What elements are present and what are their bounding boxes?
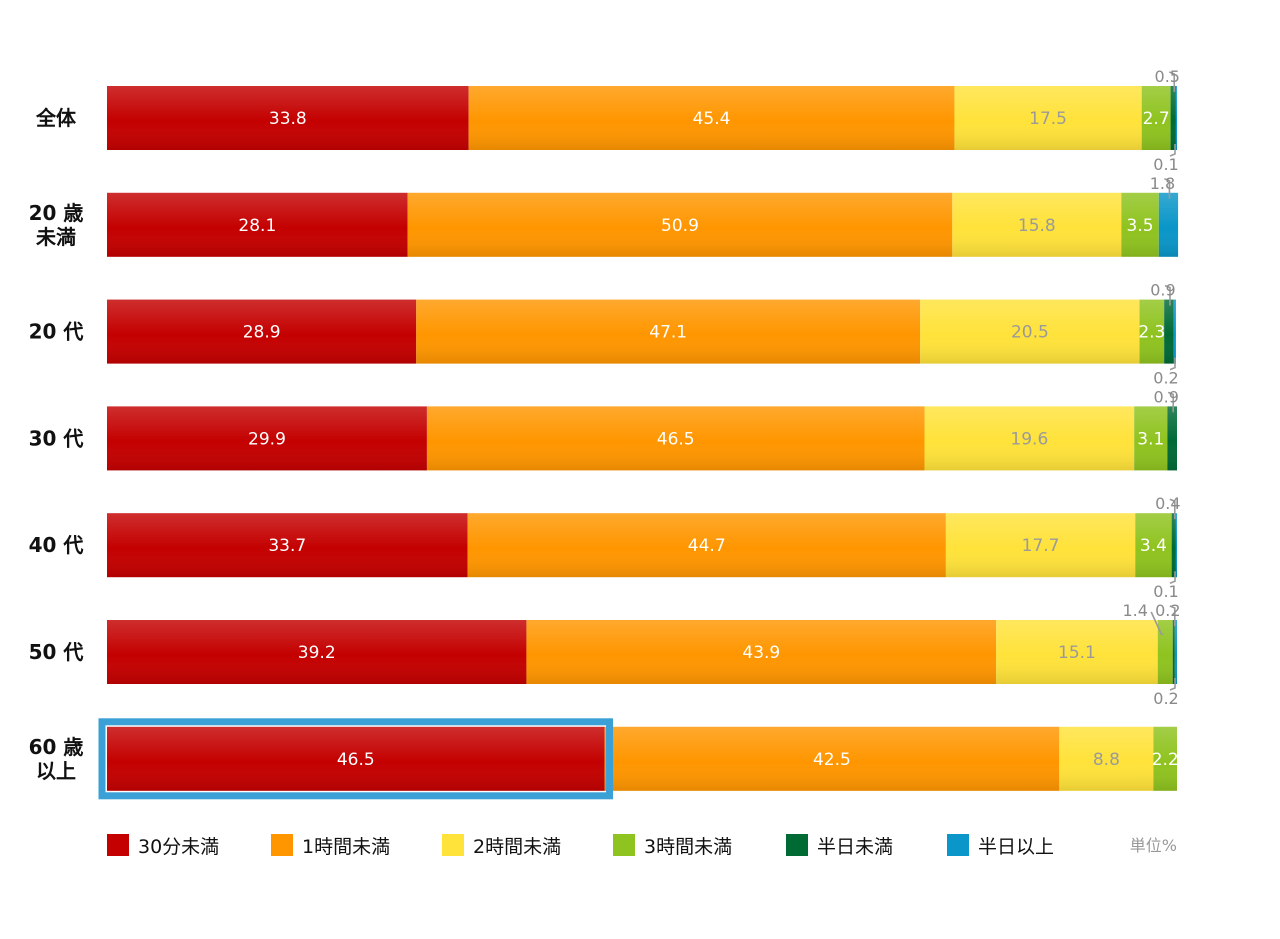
legend-item-3時間未満: 3時間未満 bbox=[613, 834, 732, 858]
value-label-50代-3時間未満: 1.4 bbox=[1123, 601, 1148, 620]
row-label-20代: 20 代 bbox=[29, 320, 84, 344]
leader-line-全体-半日以上 bbox=[1169, 144, 1176, 157]
legend-swatch-30分未満 bbox=[107, 834, 129, 856]
leader-line-50代-3時間未満 bbox=[1150, 611, 1164, 635]
value-label-30代-1時間未満: 46.5 bbox=[657, 429, 695, 449]
legend-swatch-2時間未満 bbox=[442, 834, 464, 856]
legend-label-2時間未満: 2時間未満 bbox=[473, 836, 561, 858]
leader-line-30代-半日未満 bbox=[1167, 391, 1174, 413]
value-label-40代-半日未満: 0.4 bbox=[1155, 494, 1180, 513]
value-label-50代-1時間未満: 43.9 bbox=[742, 643, 780, 663]
legend-swatch-半日以上 bbox=[947, 834, 969, 856]
row-label-全体: 全体 bbox=[35, 106, 77, 130]
row-label-30代: 30 代 bbox=[29, 426, 84, 450]
legend-item-半日以上: 半日以上 bbox=[947, 834, 1054, 858]
unit-label: 単位% bbox=[1130, 836, 1177, 855]
value-label-60歳以上-2時間未満: 8.8 bbox=[1093, 750, 1120, 770]
row-label-20歳未満: 20 歳未満 bbox=[29, 201, 84, 249]
bar-segment-20代-半日未満 bbox=[1164, 299, 1174, 364]
value-label-40代-2時間未満: 17.7 bbox=[1022, 536, 1060, 556]
value-label-全体-3時間未満: 2.7 bbox=[1143, 109, 1170, 129]
legend: 30分未満 1時間未満 2時間未満 3時間未満 半日未満 半日以上 bbox=[107, 834, 1054, 858]
legend-label-半日未満: 半日未満 bbox=[817, 836, 893, 858]
value-label-全体-2時間未満: 17.5 bbox=[1029, 109, 1067, 129]
value-label-40代-半日以上: 0.1 bbox=[1153, 582, 1178, 601]
bar-segment-30代-半日未満 bbox=[1167, 406, 1177, 471]
value-label-20歳未満-2時間未満: 15.8 bbox=[1018, 216, 1056, 236]
value-label-30代-半日未満: 0.9 bbox=[1153, 387, 1178, 406]
bar-segment-40代-半日未満 bbox=[1171, 513, 1176, 578]
leader-line-50代-半日未満 bbox=[1169, 605, 1176, 626]
legend-item-1時間未満: 1時間未満 bbox=[271, 834, 390, 858]
value-label-20歳未満-3時間未満: 3.5 bbox=[1127, 216, 1154, 236]
value-label-20代-1時間未満: 47.1 bbox=[649, 323, 687, 343]
value-label-40代-3時間未満: 3.4 bbox=[1140, 536, 1167, 556]
value-label-20代-3時間未満: 2.3 bbox=[1138, 323, 1165, 343]
bar-segment-50代-半日未満 bbox=[1172, 620, 1175, 684]
bar-segment-20歳未満-半日以上 bbox=[1158, 192, 1179, 257]
value-label-50代-30分未満: 39.2 bbox=[298, 643, 336, 663]
bar-segment-50代-半日以上 bbox=[1174, 620, 1177, 684]
value-label-20代-30分未満: 28.9 bbox=[243, 323, 281, 343]
row-label-40代: 40 代 bbox=[29, 533, 84, 557]
bar-segment-40代-半日以上 bbox=[1175, 513, 1177, 578]
leader-line-20代-半日未満 bbox=[1164, 284, 1171, 306]
value-label-60歳以上-3時間未満: 2.2 bbox=[1152, 750, 1179, 770]
value-label-40代-30分未満: 33.7 bbox=[268, 536, 306, 556]
leader-line-20歳未満-半日以上 bbox=[1164, 178, 1171, 199]
leader-line-40代-半日未満 bbox=[1169, 498, 1176, 520]
value-label-50代-半日以上: 0.2 bbox=[1153, 689, 1178, 708]
value-label-20代-2時間未満: 20.5 bbox=[1011, 323, 1049, 343]
value-label-50代-2時間未満: 15.1 bbox=[1058, 643, 1096, 663]
legend-item-半日未満: 半日未満 bbox=[786, 834, 893, 858]
value-label-60歳以上-1時間未満: 42.5 bbox=[813, 750, 851, 770]
value-label-全体-1時間未満: 45.4 bbox=[693, 109, 731, 129]
value-label-20歳未満-半日以上: 1.8 bbox=[1150, 174, 1175, 193]
value-label-20歳未満-1時間未満: 50.9 bbox=[661, 216, 699, 236]
leader-line-20代-半日以上 bbox=[1169, 357, 1176, 371]
legend-swatch-半日未満 bbox=[786, 834, 808, 856]
value-label-50代-半日未満: 0.2 bbox=[1155, 601, 1180, 620]
bar-segment-20代-半日以上 bbox=[1173, 299, 1176, 364]
value-label-20歳未満-30分未満: 28.1 bbox=[238, 216, 276, 236]
bar-segment-全体-半日以上 bbox=[1175, 86, 1177, 150]
value-label-全体-30分未満: 33.8 bbox=[269, 109, 307, 129]
legend-label-3時間未満: 3時間未満 bbox=[644, 836, 732, 858]
bar-segment-全体-半日未満 bbox=[1170, 86, 1176, 150]
value-label-60歳以上-30分未満: 46.5 bbox=[337, 750, 375, 770]
value-label-20代-半日未満: 0.9 bbox=[1150, 281, 1175, 300]
row-label-60歳以上: 60 歳以上 bbox=[29, 735, 84, 783]
legend-label-1時間未満: 1時間未満 bbox=[302, 836, 390, 858]
value-label-全体-半日未満: 0.5 bbox=[1155, 67, 1180, 86]
leader-line-50代-半日以上 bbox=[1169, 678, 1176, 691]
value-label-30代-3時間未満: 3.1 bbox=[1137, 429, 1164, 449]
legend-label-30分未満: 30分未満 bbox=[138, 836, 219, 858]
highlight-box bbox=[98, 718, 614, 800]
legend-item-2時間未満: 2時間未満 bbox=[442, 834, 561, 858]
legend-swatch-3時間未満 bbox=[613, 834, 635, 856]
value-label-20代-半日以上: 0.2 bbox=[1153, 369, 1178, 388]
legend-label-半日以上: 半日以上 bbox=[978, 836, 1054, 858]
value-label-40代-1時間未満: 44.7 bbox=[688, 536, 726, 556]
row-label-50代: 50 代 bbox=[29, 640, 84, 664]
legend-swatch-1時間未満 bbox=[271, 834, 293, 856]
leader-line-全体-半日未満 bbox=[1168, 71, 1176, 92]
value-label-30代-30分未満: 29.9 bbox=[248, 429, 286, 449]
value-label-30代-2時間未満: 19.6 bbox=[1010, 429, 1048, 449]
value-label-全体-半日以上: 0.1 bbox=[1153, 155, 1178, 174]
labels-layer: 全体 33.8 45.4 17.5 2.7 0.5 0.1 20 歳未満 28.1 50.9 15.… bbox=[29, 67, 1181, 783]
legend-item-30分未満: 30分未満 bbox=[107, 834, 219, 858]
leader-line-40代-半日以上 bbox=[1169, 571, 1176, 584]
